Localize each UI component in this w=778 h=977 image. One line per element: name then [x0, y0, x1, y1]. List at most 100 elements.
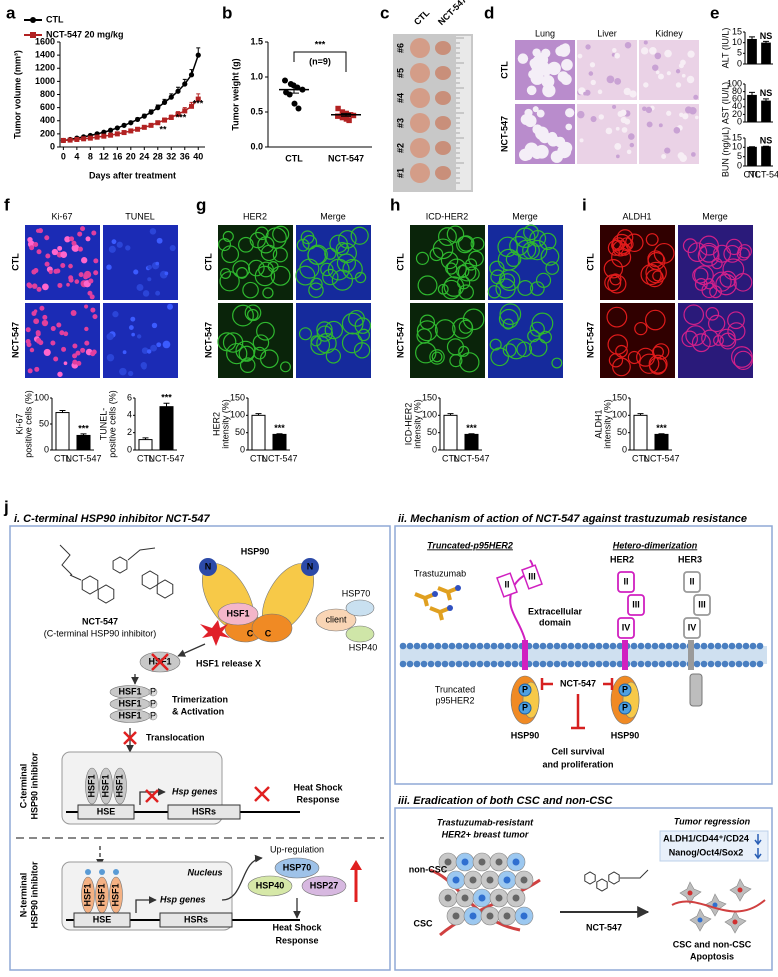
annotation: (n=9) [309, 56, 331, 66]
bar [464, 433, 479, 451]
domain [683, 571, 701, 593]
image-detail [446, 225, 465, 243]
molecule [345, 625, 375, 643]
molecule [315, 608, 357, 632]
image-detail [57, 245, 63, 251]
y-tick-label: 100 [727, 78, 742, 88]
antibody [429, 606, 451, 621]
image-detail [603, 259, 624, 279]
image-detail [106, 333, 114, 341]
image-detail [112, 311, 119, 318]
x-tick-label: NCT-547 [453, 453, 489, 463]
image-detail [615, 126, 620, 131]
image-detail [733, 350, 753, 370]
label: non-CSC [409, 864, 448, 874]
lipid [637, 660, 645, 668]
y-tick-label: 0 [737, 116, 742, 126]
label: CSC and non-CSC [673, 939, 752, 949]
image-detail [38, 340, 44, 346]
image-detail [119, 367, 127, 376]
image-detail [589, 62, 596, 68]
side-label: C-terminal [18, 764, 28, 809]
y-tick-label: 600 [40, 102, 55, 112]
x-axis-label: Days after treatment [89, 170, 176, 180]
panel-letter: h [390, 195, 400, 214]
image-detail [92, 314, 98, 320]
image-detail [645, 261, 667, 284]
image-detail [169, 245, 176, 252]
image-detail [711, 271, 732, 292]
fragment [697, 917, 703, 923]
label: II [623, 576, 628, 586]
nucleus-dot [520, 912, 528, 920]
marker [74, 136, 80, 142]
image-detail [531, 147, 543, 159]
panel-letter: a [6, 3, 16, 22]
image-detail [41, 319, 49, 327]
nucleus-dot [486, 912, 494, 920]
bar [633, 414, 648, 451]
label: NCT-547 [586, 922, 622, 932]
image-detail [431, 351, 443, 363]
y-tick-label: 15 [732, 132, 742, 142]
image-detail [258, 261, 274, 278]
image-detail [232, 260, 251, 279]
cross [145, 789, 159, 803]
image-detail [713, 335, 724, 346]
phospho [618, 683, 632, 697]
image-detail [673, 127, 681, 134]
lipid [665, 642, 673, 650]
bar [159, 406, 174, 451]
nucleus-dot [452, 876, 460, 884]
x-tick-label: CTL [442, 453, 459, 463]
x-tick-label: 32 [166, 151, 176, 161]
label: client [325, 614, 347, 624]
image-detail [606, 306, 628, 328]
image-detail [680, 59, 686, 66]
image-detail [127, 370, 134, 377]
marker [141, 124, 147, 130]
image-detail [681, 330, 699, 348]
image-detail [74, 279, 80, 284]
lipid [602, 642, 610, 650]
transmembrane [688, 640, 694, 670]
image-detail [643, 82, 649, 88]
y-tick-label: 100 [422, 410, 437, 420]
column-label: Merge [512, 211, 538, 221]
image-detail [620, 109, 627, 116]
image-detail [31, 310, 37, 316]
bar [761, 100, 771, 123]
bar [747, 38, 757, 65]
image-detail [252, 334, 270, 351]
label: domain [539, 617, 571, 627]
image-detail [308, 282, 324, 298]
column-label: Lung [535, 28, 555, 38]
lipid [700, 642, 708, 650]
nucleus-dot [503, 876, 511, 884]
y-tick-label: 50 [39, 418, 49, 428]
y-tick-label: 5 [737, 48, 742, 58]
point [339, 109, 346, 115]
lipid [735, 660, 743, 668]
error-bar [763, 145, 769, 147]
error-bar [749, 146, 755, 148]
image-detail [71, 244, 80, 252]
error-bar [289, 85, 299, 94]
lipid [651, 642, 659, 650]
x-tick-label: 20 [126, 151, 136, 161]
lipid [567, 642, 575, 650]
image-detail [723, 244, 742, 263]
point [282, 77, 289, 84]
y-axis-label: intensity (%) [602, 399, 612, 449]
y-tick-label: 20 [732, 109, 742, 119]
label: Truncated [435, 684, 475, 694]
lipid [483, 660, 491, 668]
bar [272, 433, 287, 451]
lipid [735, 642, 743, 650]
tumor [435, 91, 451, 105]
image-detail [106, 353, 115, 362]
image-detail [557, 71, 569, 83]
y-tick-label: 0 [737, 160, 742, 170]
marker [195, 96, 201, 102]
image-detail [712, 244, 732, 263]
